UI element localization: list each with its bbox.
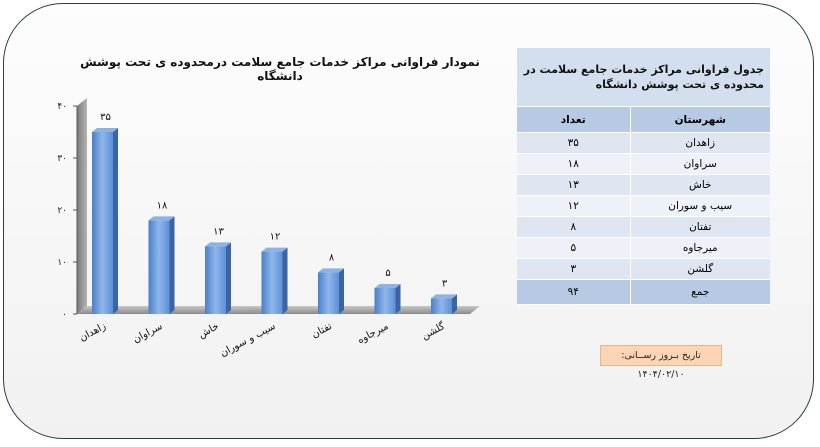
bar-data-label: ۱۳	[213, 226, 224, 237]
cell-city: میرجاوه	[630, 237, 770, 259]
cell-count: ۳	[517, 258, 631, 280]
coverage-table: جدول فراوانی مراکز خدمات جامع سلامت در م…	[517, 48, 770, 305]
cell-city: تفتان	[630, 216, 770, 238]
bar-side	[339, 268, 344, 314]
bar-side	[226, 242, 231, 314]
table-caption: جدول فراوانی مراکز خدمات جامع سلامت در م…	[517, 48, 770, 107]
bar-top	[374, 284, 401, 288]
chart-title: نمودار فراوانی مراکز خدمات جامع سلامت در…	[80, 55, 480, 83]
bar-data-label: ۵	[385, 268, 390, 279]
table-row: میرجاوه ۵	[517, 237, 770, 259]
y-tick-label: ۱۰	[57, 258, 67, 268]
table-header-row: شهرستان تعداد	[517, 106, 770, 133]
bar	[92, 132, 113, 314]
cell-count: ۳۵	[517, 132, 631, 154]
bar-data-label: ۱۸	[157, 200, 168, 211]
y-tick-label: ۰	[62, 310, 67, 320]
y-tick-label: ۳۰	[57, 154, 67, 164]
bar-side	[282, 247, 288, 314]
cell-city: خاش	[630, 174, 770, 196]
cell-city: گلشن	[630, 258, 770, 280]
bar	[318, 272, 339, 314]
total-label: جمع	[630, 279, 770, 305]
table-row: سراوان ۱۸	[517, 153, 770, 175]
x-category-label: زاهدان	[78, 321, 108, 344]
cell-city: زاهدان	[630, 132, 770, 154]
bar-side	[169, 216, 175, 314]
update-date: تاریخ بـروز رســانی: ۱۴۰۴/۰۲/۱۰	[600, 345, 722, 380]
table-row: تفتان ۸	[517, 216, 770, 238]
bar	[374, 288, 396, 314]
table-total-row: جمع ۹۴	[517, 279, 770, 305]
bar-top	[431, 294, 457, 299]
y-tick-label: ۴۰	[57, 102, 67, 112]
header-city: شهرستان	[630, 106, 770, 133]
x-category-label: سراوان	[131, 321, 164, 346]
bar-data-label: ۳۵	[100, 112, 111, 123]
total-value: ۹۴	[517, 279, 631, 305]
cell-count: ۸	[517, 216, 631, 238]
cell-city: سراوان	[630, 153, 770, 175]
cell-count: ۱۳	[517, 174, 631, 196]
table-row: خاش ۱۳	[517, 174, 770, 196]
x-category-label: تفتان	[310, 321, 334, 341]
cell-count: ۱۲	[517, 195, 631, 217]
y-tick-label: ۲۰	[57, 206, 67, 216]
bar	[205, 246, 226, 314]
cell-count: ۵	[517, 237, 631, 259]
bar-top	[148, 216, 175, 221]
header-count: تعداد	[517, 106, 631, 133]
bar	[261, 251, 283, 314]
bar-side	[452, 294, 457, 314]
cell-count: ۱۸	[517, 153, 631, 175]
x-category-label: گلشن	[420, 320, 448, 342]
bar-top	[92, 128, 118, 132]
bar-data-label: ۱۲	[270, 232, 281, 243]
bar-side	[113, 128, 118, 314]
table-row: گلشن ۳	[517, 258, 770, 280]
bar-side	[395, 284, 401, 314]
bar	[431, 298, 452, 314]
cell-city: سیب و سوران	[630, 195, 770, 217]
bar-top	[205, 242, 231, 247]
chart-side-wall	[77, 98, 87, 314]
bar-data-label: ۳	[442, 278, 448, 289]
bar	[148, 220, 170, 314]
x-category-label: سیب و سوران	[218, 321, 277, 359]
x-category-label: خاش	[197, 321, 221, 341]
table-row: سیب و سوران ۱۲	[517, 195, 770, 217]
x-category-label: میرجاوه	[356, 321, 390, 346]
bar-top	[261, 247, 288, 252]
bar-data-label: ۸	[329, 252, 335, 263]
bar-top	[318, 268, 344, 273]
table-row: زاهدان ۳۵	[517, 132, 770, 154]
